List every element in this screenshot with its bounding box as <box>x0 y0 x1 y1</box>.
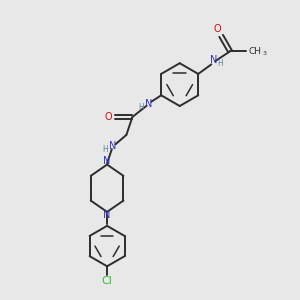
Text: O: O <box>214 24 221 34</box>
Text: N: N <box>145 99 152 109</box>
Text: 3: 3 <box>263 52 267 56</box>
Text: N: N <box>110 141 117 151</box>
Text: N: N <box>103 210 111 220</box>
Text: H: H <box>218 59 223 68</box>
Text: N: N <box>210 55 218 65</box>
Text: H: H <box>138 103 144 112</box>
Text: H: H <box>103 145 109 154</box>
Text: Cl: Cl <box>102 276 112 286</box>
Text: N: N <box>103 156 111 166</box>
Text: O: O <box>105 112 112 122</box>
Text: CH: CH <box>248 47 261 56</box>
